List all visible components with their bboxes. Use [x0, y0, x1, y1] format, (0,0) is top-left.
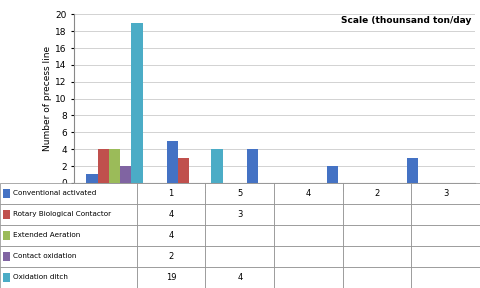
- Text: 1: 1: [168, 189, 174, 198]
- Bar: [3, 189, 10, 198]
- Bar: [274, 267, 343, 288]
- Bar: [97, 149, 109, 183]
- Bar: [178, 158, 189, 183]
- Bar: [274, 225, 343, 246]
- Bar: [274, 183, 343, 204]
- Bar: [0, 183, 137, 204]
- Bar: [3, 252, 10, 261]
- Bar: [247, 149, 258, 183]
- Bar: [132, 23, 143, 183]
- Bar: [411, 267, 480, 288]
- Bar: [411, 225, 480, 246]
- Bar: [274, 246, 343, 267]
- Bar: [327, 166, 338, 183]
- Bar: [343, 225, 411, 246]
- Text: 5: 5: [237, 189, 242, 198]
- Bar: [343, 204, 411, 225]
- Text: 2: 2: [168, 252, 174, 261]
- Bar: [0, 225, 137, 246]
- Bar: [137, 267, 205, 288]
- Text: Conventional activated: Conventional activated: [13, 190, 97, 196]
- Bar: [0, 204, 137, 225]
- Bar: [343, 267, 411, 288]
- Bar: [3, 210, 10, 219]
- Bar: [0, 267, 137, 288]
- Bar: [343, 183, 411, 204]
- Bar: [212, 149, 223, 183]
- Bar: [167, 141, 178, 183]
- Bar: [137, 183, 205, 204]
- Text: Scale (thounsand ton/day: Scale (thounsand ton/day: [341, 16, 471, 25]
- Bar: [120, 166, 132, 183]
- Bar: [274, 204, 343, 225]
- Bar: [109, 149, 120, 183]
- Text: Oxidation ditch: Oxidation ditch: [13, 274, 68, 281]
- Text: 19: 19: [166, 273, 176, 282]
- Text: Contact oxidation: Contact oxidation: [13, 253, 77, 259]
- Bar: [205, 204, 274, 225]
- Bar: [411, 204, 480, 225]
- Bar: [137, 204, 205, 225]
- Text: 3: 3: [443, 189, 448, 198]
- Text: Extended Aeration: Extended Aeration: [13, 232, 81, 238]
- Text: 4: 4: [168, 231, 174, 240]
- Text: 3: 3: [237, 210, 242, 219]
- Bar: [411, 246, 480, 267]
- Bar: [205, 267, 274, 288]
- Bar: [137, 225, 205, 246]
- Bar: [343, 246, 411, 267]
- Bar: [3, 231, 10, 240]
- Text: 4: 4: [168, 210, 174, 219]
- Text: Rotary Biological Contactor: Rotary Biological Contactor: [13, 211, 111, 217]
- Bar: [205, 246, 274, 267]
- Bar: [411, 183, 480, 204]
- Bar: [407, 158, 418, 183]
- Bar: [137, 246, 205, 267]
- Bar: [205, 225, 274, 246]
- Text: 4: 4: [306, 189, 311, 198]
- Bar: [3, 273, 10, 282]
- Text: 4: 4: [237, 273, 242, 282]
- Bar: [0, 246, 137, 267]
- Bar: [86, 175, 97, 183]
- Text: 2: 2: [374, 189, 380, 198]
- Bar: [205, 183, 274, 204]
- Y-axis label: Number of precess line: Number of precess line: [44, 46, 52, 151]
